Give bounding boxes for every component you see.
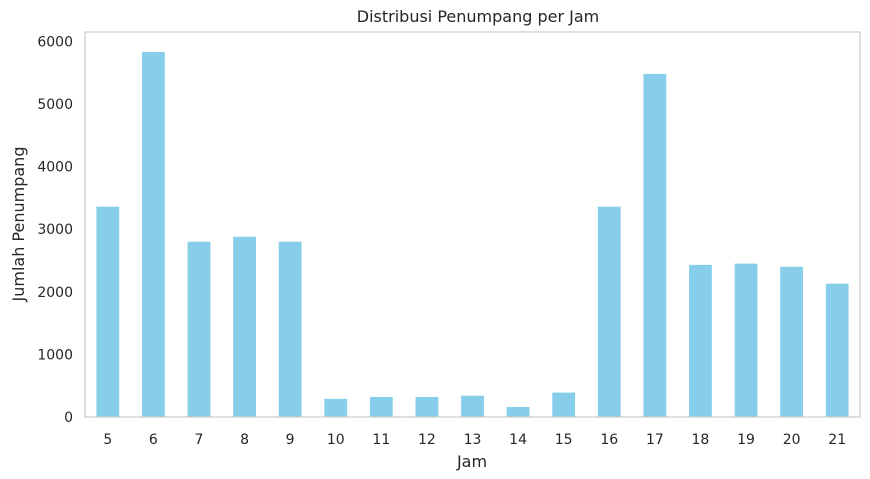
- bar-16: [597, 206, 621, 417]
- x-tick-label: 10: [327, 432, 345, 448]
- bar-12: [415, 396, 439, 417]
- y-axis-label: Jumlah Penumpang: [9, 147, 28, 303]
- bar-10: [324, 398, 348, 417]
- x-tick-label: 18: [692, 432, 710, 448]
- y-tick-label: 3000: [37, 222, 73, 238]
- y-tick-label: 6000: [37, 34, 73, 50]
- plot-frame: [84, 31, 861, 418]
- x-tick-label: 17: [646, 432, 664, 448]
- x-tick-label: 11: [372, 432, 390, 448]
- x-tick-label: 5: [103, 432, 112, 448]
- y-tick-label: 1000: [37, 347, 73, 363]
- bar-9: [278, 241, 302, 417]
- y-tick-label: 2000: [37, 285, 73, 301]
- x-tick-label: 21: [828, 432, 846, 448]
- x-axis-label: Jam: [456, 452, 487, 471]
- x-tick-label: 6: [149, 432, 158, 448]
- bar-15: [552, 392, 576, 417]
- x-tick-label: 12: [418, 432, 436, 448]
- x-tick-label: 20: [783, 432, 801, 448]
- bars-group: [96, 52, 849, 418]
- bar-19: [734, 263, 758, 417]
- bar-14: [506, 406, 530, 417]
- chart-title: Distribusi Penumpang per Jam: [357, 7, 599, 26]
- y-tick-label: 0: [64, 410, 73, 426]
- x-tick-label: 13: [464, 432, 482, 448]
- y-tick-label: 5000: [37, 97, 73, 113]
- bar-20: [780, 266, 804, 417]
- y-tick-label: 4000: [37, 160, 73, 176]
- bar-6: [141, 52, 165, 417]
- bar-8: [233, 236, 256, 417]
- x-tick-label: 14: [509, 432, 527, 448]
- x-tick-label: 8: [240, 432, 249, 448]
- bar-18: [689, 264, 712, 417]
- x-tick-label: 7: [195, 432, 204, 448]
- x-tick-label: 16: [600, 432, 618, 448]
- x-tick-label: 9: [286, 432, 295, 448]
- bar-11: [369, 396, 393, 417]
- x-axis-ticks: 5 6 7 8 9 10 11 12 13 14 15 16 17 18 19 20 21: [103, 432, 846, 448]
- bar-17: [643, 73, 667, 418]
- bar-5: [96, 206, 120, 417]
- x-tick-label: 19: [737, 432, 755, 448]
- bar-7: [187, 241, 211, 417]
- y-axis-ticks: 0 1000 2000 3000 4000 5000 6000: [37, 34, 73, 426]
- bar-21: [825, 283, 849, 417]
- bar-13: [461, 395, 484, 417]
- x-tick-label: 15: [555, 432, 573, 448]
